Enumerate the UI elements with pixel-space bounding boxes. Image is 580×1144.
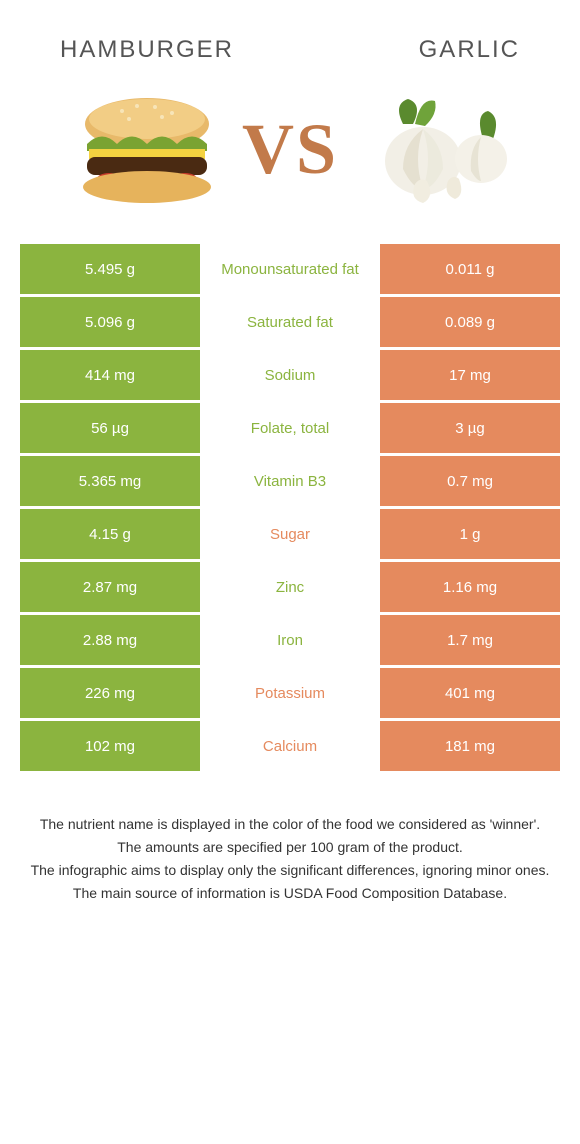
vs-label: VS xyxy=(242,108,338,191)
nutrient-name: Monounsaturated fat xyxy=(200,244,380,294)
table-row: 414 mgSodium17 mg xyxy=(20,350,560,400)
left-value: 102 mg xyxy=(20,721,200,771)
right-value: 0.7 mg xyxy=(380,456,560,506)
garlic-image xyxy=(348,84,518,214)
nutrient-name: Potassium xyxy=(200,668,380,718)
table-row: 2.88 mgIron1.7 mg xyxy=(20,615,560,665)
left-value: 2.88 mg xyxy=(20,615,200,665)
right-value: 1.7 mg xyxy=(380,615,560,665)
footnotes: The nutrient name is displayed in the co… xyxy=(0,774,580,926)
table-row: 5.365 mgVitamin B30.7 mg xyxy=(20,456,560,506)
nutrient-name: Zinc xyxy=(200,562,380,612)
left-value: 5.096 g xyxy=(20,297,200,347)
left-value: 4.15 g xyxy=(20,509,200,559)
left-value: 414 mg xyxy=(20,350,200,400)
footnote-line: The infographic aims to display only the… xyxy=(30,860,550,881)
footnote-line: The nutrient name is displayed in the co… xyxy=(30,814,550,835)
footnote-line: The main source of information is USDA F… xyxy=(30,883,550,904)
left-food-title: HAMBURGER xyxy=(60,36,234,64)
nutrient-name: Sugar xyxy=(200,509,380,559)
table-row: 4.15 gSugar1 g xyxy=(20,509,560,559)
right-value: 1.16 mg xyxy=(380,562,560,612)
vs-row: VS xyxy=(0,74,580,244)
left-value: 2.87 mg xyxy=(20,562,200,612)
table-row: 56 µgFolate, total3 µg xyxy=(20,403,560,453)
table-row: 2.87 mgZinc1.16 mg xyxy=(20,562,560,612)
nutrient-name: Saturated fat xyxy=(200,297,380,347)
left-value: 226 mg xyxy=(20,668,200,718)
hamburger-image xyxy=(62,84,232,214)
footnote-line: The amounts are specified per 100 gram o… xyxy=(30,837,550,858)
right-value: 17 mg xyxy=(380,350,560,400)
right-value: 1 g xyxy=(380,509,560,559)
nutrient-name: Vitamin B3 xyxy=(200,456,380,506)
right-value: 3 µg xyxy=(380,403,560,453)
right-value: 401 mg xyxy=(380,668,560,718)
nutrient-name: Calcium xyxy=(200,721,380,771)
nutrient-name: Folate, total xyxy=(200,403,380,453)
header-row: HAMBURGER GARLIC xyxy=(0,0,580,74)
nutrient-name: Sodium xyxy=(200,350,380,400)
right-food-title: GARLIC xyxy=(419,36,520,64)
left-value: 5.365 mg xyxy=(20,456,200,506)
table-row: 5.495 gMonounsaturated fat0.011 g xyxy=(20,244,560,294)
left-value: 5.495 g xyxy=(20,244,200,294)
right-value: 0.011 g xyxy=(380,244,560,294)
table-row: 5.096 gSaturated fat0.089 g xyxy=(20,297,560,347)
right-value: 181 mg xyxy=(380,721,560,771)
right-value: 0.089 g xyxy=(380,297,560,347)
left-value: 56 µg xyxy=(20,403,200,453)
nutrient-table: 5.495 gMonounsaturated fat0.011 g5.096 g… xyxy=(20,244,560,771)
table-row: 102 mgCalcium181 mg xyxy=(20,721,560,771)
table-row: 226 mgPotassium401 mg xyxy=(20,668,560,718)
nutrient-name: Iron xyxy=(200,615,380,665)
